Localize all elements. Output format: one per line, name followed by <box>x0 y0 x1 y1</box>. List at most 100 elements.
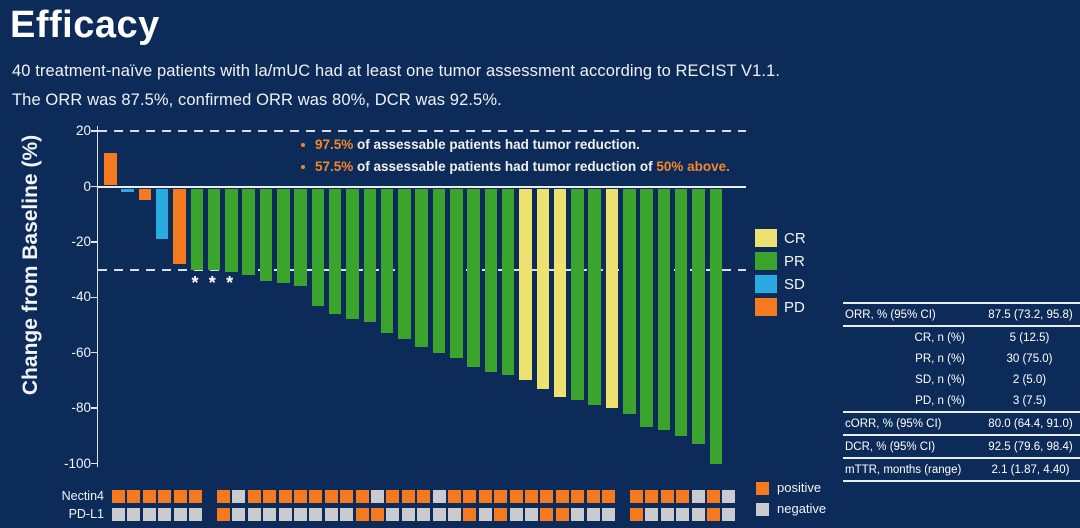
biomarker-square-nectin4 <box>386 490 400 503</box>
biomarker-square-nectin4 <box>355 490 369 503</box>
biomarker-square-nectin4 <box>707 490 720 503</box>
footnote-asterisk: * <box>208 272 216 293</box>
waterfall-bar <box>380 188 394 334</box>
biomarker-square-nectin4 <box>676 490 690 503</box>
waterfall-bar <box>415 188 428 348</box>
legend-swatch-sd <box>755 275 777 293</box>
table-row-label: CR, n (%) <box>914 331 965 344</box>
biomarker-square-nectin4 <box>158 490 172 503</box>
biomarker-square-pdl1 <box>463 508 477 521</box>
biomarker-square-pdl1 <box>509 508 523 521</box>
biomarker-square-nectin4 <box>571 490 585 503</box>
biomarker-square-nectin4 <box>630 490 643 503</box>
biomarker-square-pdl1 <box>401 508 415 521</box>
y-tick-mark <box>91 296 97 299</box>
biomarker-square-pdl1 <box>676 508 690 521</box>
table-row: mTTR, months (range) 2.1 (1.87, 4.40) <box>843 457 1080 482</box>
biomarker-square-pdl1 <box>294 508 307 521</box>
biomarker-square-nectin4 <box>309 490 323 503</box>
waterfall-bar <box>104 153 117 185</box>
biomarker-square-pdl1 <box>263 508 277 521</box>
y-tick-label: 0 <box>83 178 91 194</box>
legend-swatch-pd <box>755 298 777 316</box>
biomarker-square-nectin4 <box>417 490 431 503</box>
y-tick-label: 20 <box>75 123 91 139</box>
biomarker-square-pdl1 <box>645 508 659 521</box>
waterfall-bar <box>553 188 567 398</box>
y-axis-line <box>96 126 99 467</box>
waterfall-bar <box>259 188 273 281</box>
waterfall-bar <box>346 188 359 320</box>
biomarker-square-nectin4 <box>645 490 659 503</box>
waterfall-bar <box>450 188 463 359</box>
biomarker-square-nectin4 <box>432 490 446 503</box>
biomarker-square-pdl1 <box>478 508 492 521</box>
biomarker-square-pdl1 <box>158 508 172 521</box>
waterfall-bar <box>588 188 601 406</box>
waterfall-bar <box>207 188 221 270</box>
biomarker-square-pdl1 <box>247 508 261 521</box>
table-row-value: 80.0 (64.4, 91.0) <box>988 417 1073 430</box>
waterfall-bar <box>674 188 688 436</box>
y-tick-mark <box>91 130 97 132</box>
biomarker-square-pdl1 <box>340 508 354 521</box>
biomarker-square-pdl1 <box>630 508 643 521</box>
annotation-highlight: 50% above. <box>656 159 730 174</box>
biomarker-square-pdl1 <box>571 508 585 521</box>
biomarker-row-label-pdl1: PD-L1 <box>68 507 104 521</box>
waterfall-bar <box>225 188 238 273</box>
bullet-icon <box>301 165 305 169</box>
table-row: PD, n (%) 3 (7.5) <box>843 390 1080 411</box>
waterfall-bar <box>692 188 705 445</box>
table-row-value: 87.5 (73.2, 95.8) <box>988 308 1073 321</box>
waterfall-bar <box>242 188 255 276</box>
efficacy-results-table: ORR, % (95% CI) 87.5 (73.2, 95.8) CR, n … <box>843 302 1080 482</box>
waterfall-bar <box>311 188 325 306</box>
biomarker-square-nectin4 <box>555 490 569 503</box>
biomarker-square-pdl1 <box>540 508 554 521</box>
biomarker-square-nectin4 <box>247 490 261 503</box>
chart-annotations: 97.5% of assessable patients had tumor r… <box>296 134 756 178</box>
table-row: cORR, % (95% CI) 80.0 (64.4, 91.0) <box>843 411 1080 434</box>
biomarker-square-nectin4 <box>691 490 705 503</box>
y-tick-mark <box>91 241 97 243</box>
page-title: Efficacy <box>10 4 160 46</box>
biomarker-square-pdl1 <box>189 508 202 521</box>
biomarker-row-label-nectin4: Nectin4 <box>61 489 104 503</box>
biomarker-square-pdl1 <box>691 508 705 521</box>
table-row: PR, n (%) 30 (75.0) <box>843 348 1080 369</box>
biomarker-square-nectin4 <box>602 490 615 503</box>
table-row-value: 5 (12.5) <box>1009 331 1050 344</box>
annotation-text: of assessable patients had tumor reducti… <box>353 137 640 152</box>
y-tick-label: -60 <box>71 344 91 360</box>
biomarker-square-nectin4 <box>448 490 461 503</box>
biomarker-square-pdl1 <box>448 508 461 521</box>
biomarker-square-pdl1 <box>432 508 446 521</box>
table-row-label: PR, n (%) <box>915 352 965 365</box>
waterfall-bar <box>484 188 498 373</box>
biomarker-legend-swatch-negative <box>756 503 769 516</box>
footnote-asterisk: * <box>226 272 234 293</box>
waterfall-bar <box>294 188 307 287</box>
biomarker-square-nectin4 <box>294 490 307 503</box>
annotation-highlight: 97.5% <box>315 137 354 152</box>
biomarker-square-nectin4 <box>263 490 277 503</box>
waterfall-bar <box>277 188 290 284</box>
biomarker-square-nectin4 <box>127 490 141 503</box>
dashed-reference-line <box>98 130 746 133</box>
biomarker-square-nectin4 <box>660 490 674 503</box>
annotation-line-2: 57.5% of assessable patients had tumor r… <box>296 156 756 178</box>
biomarker-square-pdl1 <box>217 508 230 521</box>
biomarker-square-nectin4 <box>540 490 554 503</box>
biomarker-legend-swatch-positive <box>756 482 769 495</box>
y-tick-label: -20 <box>71 233 91 249</box>
legend-label-sd: SD <box>784 276 805 293</box>
biomarker-square-nectin4 <box>278 490 292 503</box>
waterfall-bar <box>190 188 203 270</box>
biomarker-square-nectin4 <box>217 490 230 503</box>
biomarker-square-pdl1 <box>586 508 600 521</box>
table-row-label: SD, n (%) <box>915 373 965 386</box>
subtitle-line-1: 40 treatment-naïve patients with la/mUC … <box>12 62 781 80</box>
biomarker-square-pdl1 <box>309 508 323 521</box>
